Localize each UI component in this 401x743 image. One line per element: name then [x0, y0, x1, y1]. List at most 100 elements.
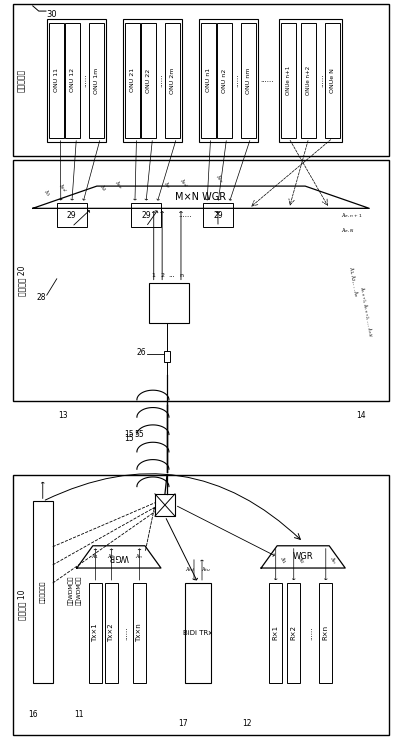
- Text: $\lambda_2$: $\lambda_2$: [294, 555, 306, 566]
- Bar: [184, 583, 211, 683]
- Text: M×N WGR: M×N WGR: [175, 192, 226, 202]
- Bar: [154, 494, 174, 516]
- Text: BiDi TRx: BiDi TRx: [183, 630, 212, 636]
- Bar: [125, 23, 140, 138]
- Text: R×1: R×1: [272, 626, 278, 640]
- Text: $\lambda_1,\lambda_2,...\lambda_n$: $\lambda_1,\lambda_2,...\lambda_n$: [345, 266, 359, 299]
- Text: $\lambda_n$: $\lambda_n$: [326, 555, 338, 566]
- Bar: [148, 282, 188, 323]
- Text: ONU 12: ONU 12: [70, 68, 75, 92]
- Polygon shape: [32, 186, 369, 208]
- Bar: [280, 23, 296, 138]
- Text: n: n: [178, 273, 182, 278]
- Bar: [198, 19, 258, 142]
- Text: ONUe N: ONUe N: [330, 68, 334, 93]
- Text: ONUe n+2: ONUe n+2: [306, 66, 310, 95]
- Text: 远端节点 20: 远端节点 20: [17, 265, 26, 296]
- Text: ONUe n+1: ONUe n+1: [286, 66, 290, 95]
- Text: $\lambda_2$: $\lambda_2$: [97, 182, 108, 193]
- Bar: [241, 23, 256, 138]
- Bar: [203, 203, 233, 227]
- Bar: [13, 476, 388, 735]
- Text: ONU nm: ONU nm: [245, 67, 251, 94]
- Text: 55: 55: [134, 430, 144, 439]
- Text: $\lambda_{td}$: $\lambda_{td}$: [56, 181, 69, 194]
- Bar: [105, 583, 118, 683]
- Bar: [65, 23, 80, 138]
- Bar: [324, 23, 340, 138]
- Bar: [123, 19, 182, 142]
- Text: 29: 29: [67, 210, 77, 219]
- Text: 光路终端 10: 光路终端 10: [17, 590, 26, 620]
- Text: ......: ......: [157, 74, 163, 87]
- Text: ......: ......: [233, 74, 239, 87]
- Polygon shape: [260, 546, 344, 568]
- Text: $\lambda_1$: $\lambda_1$: [41, 188, 53, 199]
- Text: 17: 17: [178, 719, 187, 728]
- Text: $\lambda_1$: $\lambda_1$: [276, 555, 288, 566]
- Text: 1: 1: [152, 273, 155, 278]
- Text: 29: 29: [213, 210, 222, 219]
- Text: ......: ......: [317, 74, 323, 87]
- Bar: [13, 160, 388, 401]
- Text: 通道WDM光源: 通道WDM光源: [68, 576, 73, 605]
- Text: $\lambda_{e,n+1}$: $\lambda_{e,n+1}$: [340, 212, 362, 220]
- Text: ONU 21: ONU 21: [130, 68, 135, 92]
- Text: 28: 28: [36, 293, 45, 302]
- Text: 12: 12: [242, 719, 251, 728]
- Text: Tx×n: Tx×n: [136, 623, 142, 642]
- Text: 15: 15: [124, 434, 134, 443]
- Text: 2: 2: [160, 273, 164, 278]
- Bar: [278, 19, 342, 142]
- Text: 30: 30: [47, 10, 57, 19]
- Text: WGR: WGR: [108, 552, 129, 562]
- Text: R×n: R×n: [322, 626, 328, 640]
- Text: 13: 13: [58, 412, 67, 421]
- Text: Tx×2: Tx×2: [108, 623, 114, 642]
- Text: ONU 1m: ONU 1m: [94, 68, 99, 94]
- Bar: [13, 4, 388, 157]
- Bar: [131, 203, 160, 227]
- Text: $\lambda_{td}$: $\lambda_{td}$: [176, 176, 189, 189]
- Text: ......: ......: [306, 626, 312, 640]
- Bar: [300, 23, 316, 138]
- Text: 延伸WDM光源: 延伸WDM光源: [76, 576, 81, 605]
- Text: ONU n1: ONU n1: [206, 68, 211, 92]
- Text: R×2: R×2: [290, 626, 296, 640]
- Text: ONU 2m: ONU 2m: [170, 67, 174, 94]
- Text: $\lambda_{e,N}$: $\lambda_{e,N}$: [340, 227, 354, 235]
- Text: 光路监控模块: 光路监控模块: [40, 581, 45, 603]
- Bar: [164, 23, 180, 138]
- Text: $\lambda_1$: $\lambda_1$: [91, 553, 99, 562]
- Bar: [47, 19, 106, 142]
- Text: 26: 26: [136, 348, 145, 357]
- Bar: [89, 23, 104, 138]
- Text: ONU 11: ONU 11: [54, 68, 59, 92]
- Polygon shape: [77, 546, 160, 568]
- Bar: [286, 583, 300, 683]
- Bar: [141, 23, 156, 138]
- Text: 14: 14: [356, 412, 365, 421]
- Text: Tx×1: Tx×1: [92, 623, 98, 642]
- Text: $\lambda_n$: $\lambda_n$: [161, 179, 172, 190]
- Text: $\lambda_n$: $\lambda_n$: [135, 553, 144, 562]
- Text: ......: ......: [178, 212, 191, 218]
- Text: $\lambda_{e,n+1},\lambda_{e,n+2},...\lambda_{e,N}$: $\lambda_{e,n+1},\lambda_{e,n+2},...\lam…: [356, 286, 373, 339]
- Bar: [57, 203, 87, 227]
- Text: 光网络单元: 光网络单元: [17, 69, 26, 92]
- Bar: [49, 23, 64, 138]
- Text: ONU 22: ONU 22: [146, 68, 151, 93]
- Text: $\lambda_{tu}$: $\lambda_{tu}$: [212, 172, 225, 185]
- Bar: [32, 502, 53, 683]
- Text: ONU n2: ONU n2: [222, 68, 227, 93]
- Text: WGR: WGR: [292, 552, 313, 562]
- Text: $\lambda_{td}$: $\lambda_{td}$: [184, 565, 195, 574]
- Text: ...: ...: [168, 272, 175, 278]
- Bar: [133, 583, 146, 683]
- Text: 29: 29: [141, 210, 150, 219]
- Bar: [217, 23, 232, 138]
- Bar: [268, 583, 282, 683]
- Text: $\lambda_2$: $\lambda_2$: [107, 553, 115, 562]
- Bar: [318, 583, 332, 683]
- Text: 16: 16: [28, 710, 37, 718]
